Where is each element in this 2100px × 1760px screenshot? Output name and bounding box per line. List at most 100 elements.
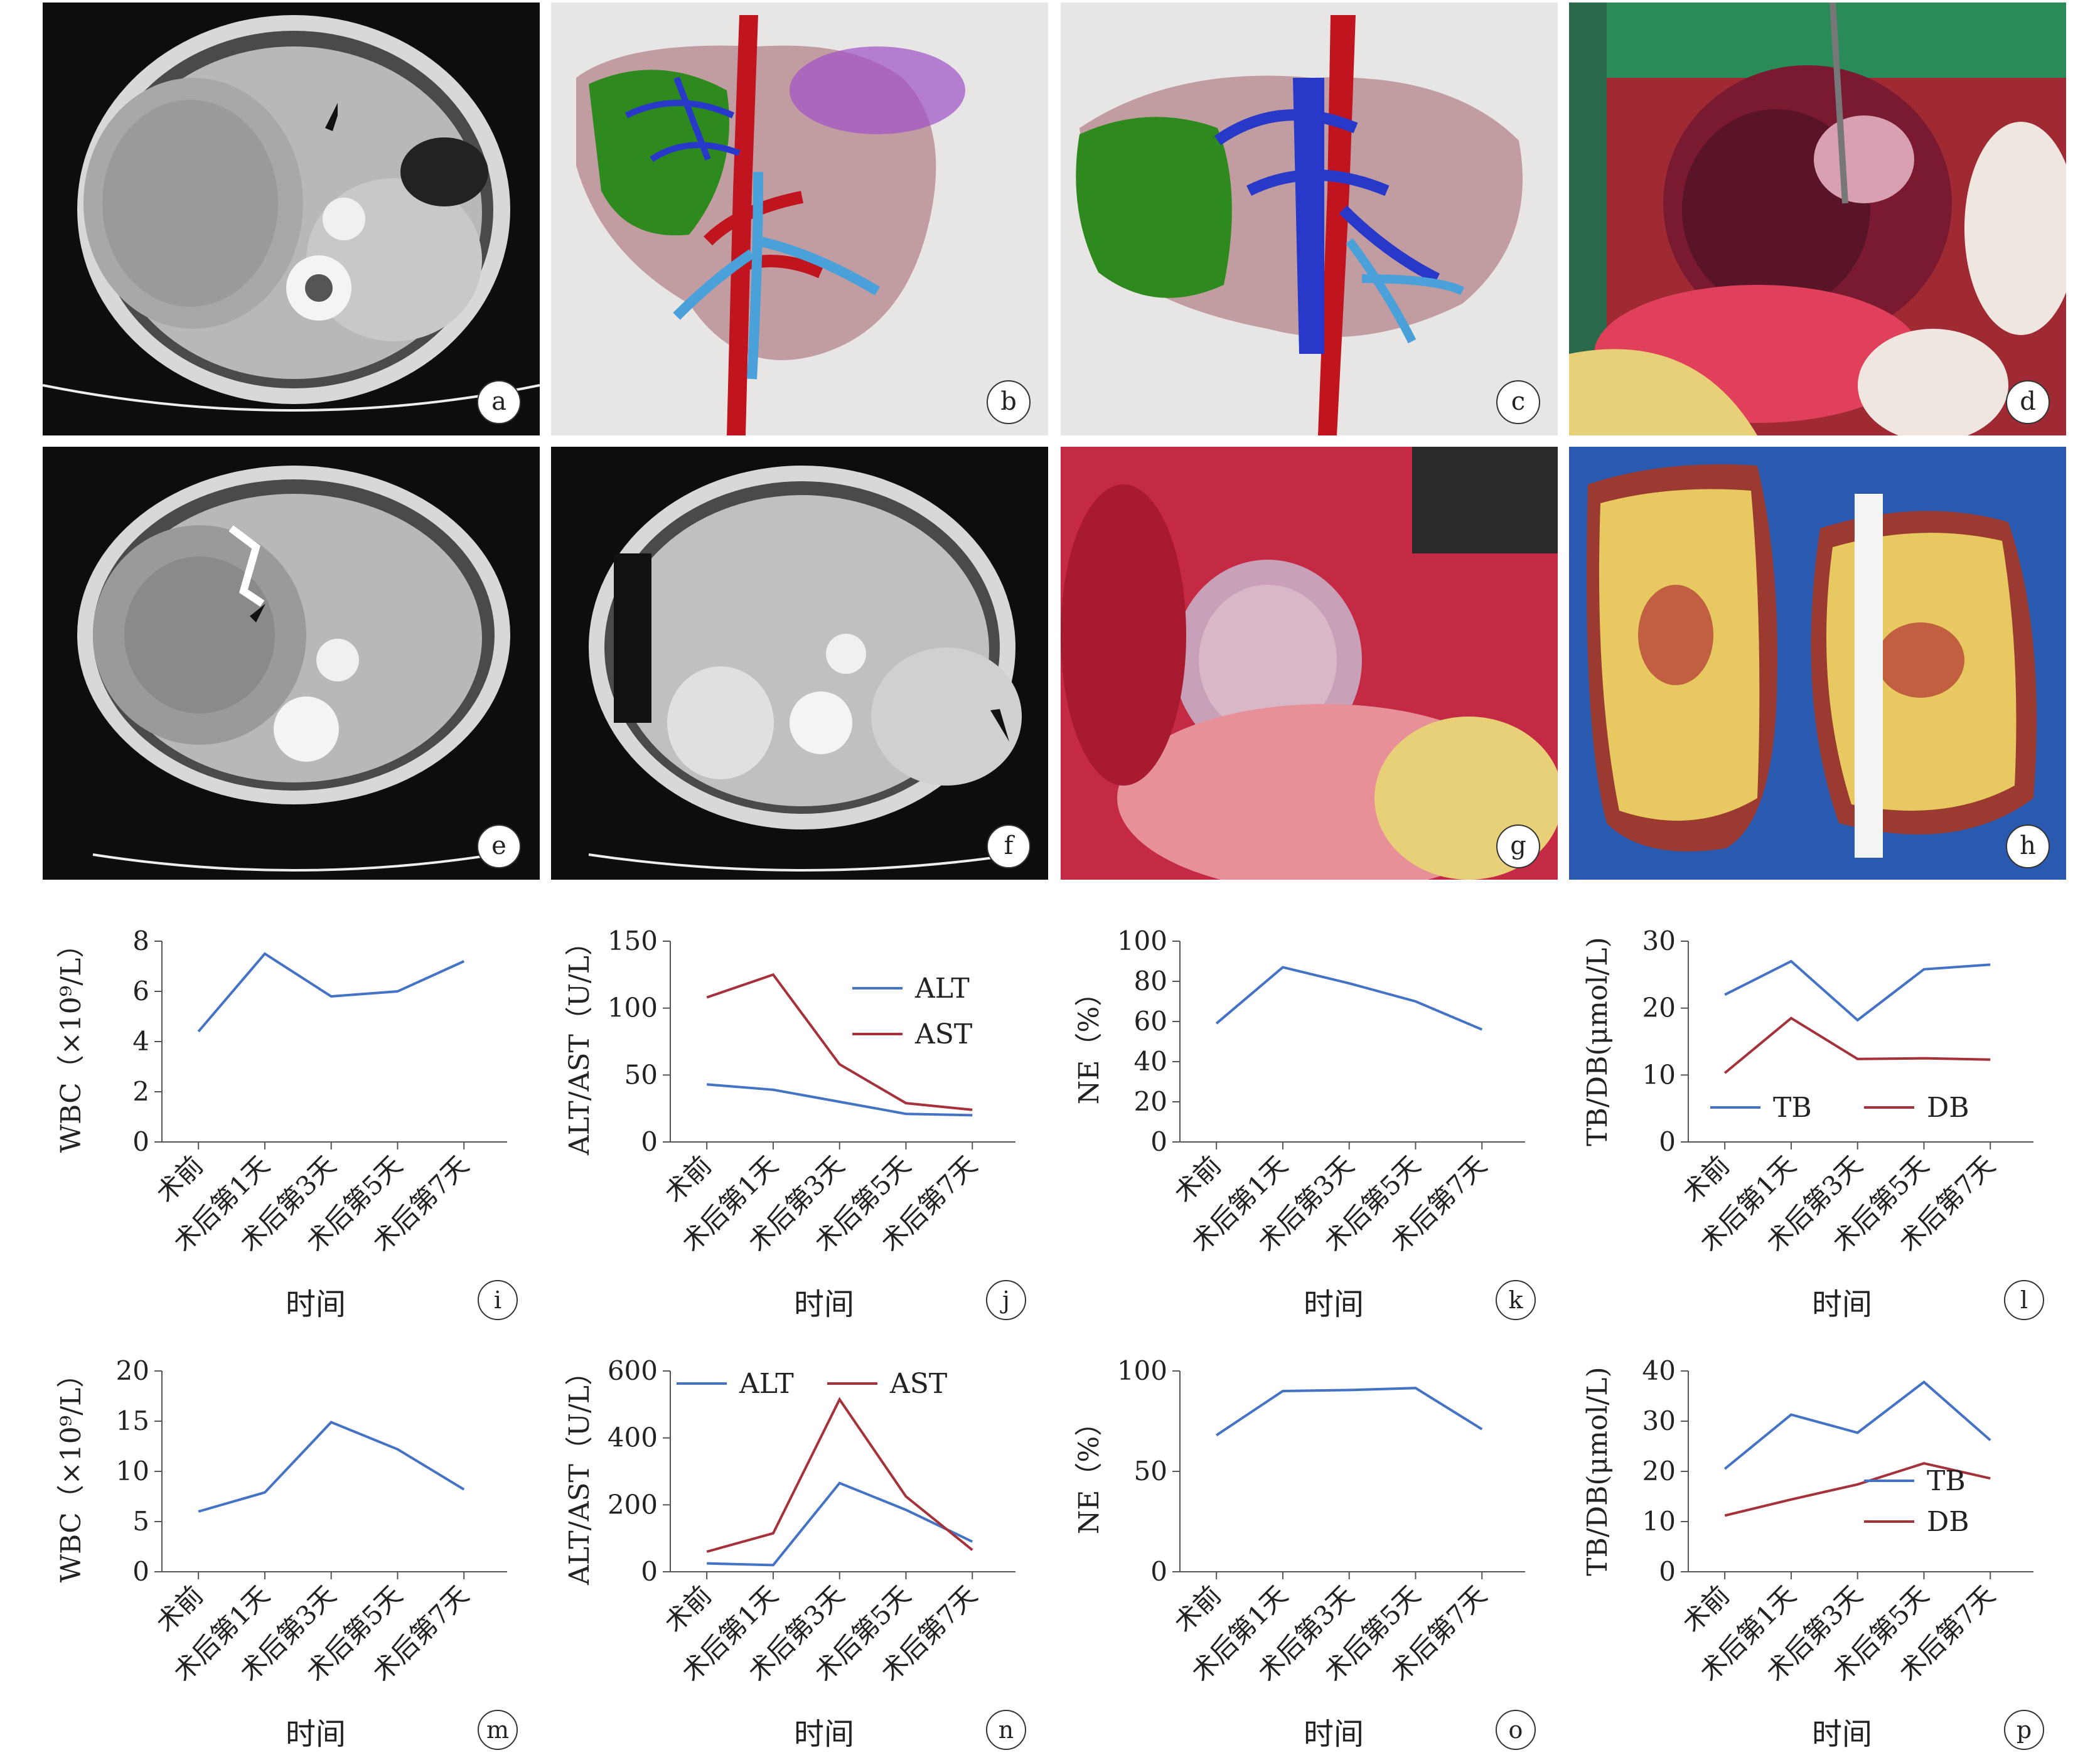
y-tick-label: 100 bbox=[1117, 1355, 1167, 1386]
y-tick-label: 600 bbox=[608, 1355, 658, 1386]
series-line-db bbox=[1723, 1016, 1991, 1074]
x-tick-label: 术前 bbox=[1168, 1149, 1227, 1208]
chart-svg: 0102030术前术后第1天术后第3天术后第5天术后第7天TB/DB(μmol/… bbox=[1582, 925, 2044, 1322]
panel-label: o bbox=[1509, 1716, 1523, 1744]
series-line-1 bbox=[1216, 1387, 1483, 1437]
chart-svg: 02468术前术后第1天术后第3天术后第5天术后第7天WBC（×10⁹/L）时间… bbox=[55, 925, 518, 1322]
chart-n: 0 200 400 600 术前 术后第1天 术后第3天 术后第5天 术后第7天 ALT/AST（… bbox=[551, 1333, 1048, 1757]
series-line-tb bbox=[1723, 1380, 1991, 1470]
panel-label: p bbox=[2017, 1716, 2032, 1744]
panel-label-h: h bbox=[2006, 824, 2050, 868]
surgical-photo-g bbox=[1061, 447, 1558, 880]
y-tick-label: 40 bbox=[1134, 1046, 1167, 1077]
y-tick-label: 200 bbox=[608, 1489, 658, 1520]
x-axis-label: 时间 bbox=[1304, 1287, 1364, 1322]
legend-label: ALT bbox=[914, 973, 970, 1005]
y-tick-label: 0 bbox=[1659, 1556, 1676, 1587]
y-tick-label: 0 bbox=[1150, 1126, 1167, 1157]
y-tick-label: 4 bbox=[132, 1026, 149, 1057]
panel-label: n bbox=[999, 1716, 1014, 1744]
panel-label-circle bbox=[986, 1280, 1026, 1320]
panel-label-g: g bbox=[1496, 824, 1540, 868]
chart-svg: 05101520术前术后第1天术后第3天术后第5天术后第7天WBC（×10⁹/L… bbox=[55, 1355, 518, 1752]
panel-label-circle bbox=[478, 1280, 518, 1320]
panel-label-f: f bbox=[987, 824, 1031, 868]
specimen-photo-h bbox=[1569, 447, 2066, 880]
legend-label: ALT bbox=[739, 1368, 794, 1400]
y-tick-label: 20 bbox=[1642, 1456, 1676, 1486]
chart-i: 0 2 4 6 8 术前 术后第1天 术后第3天 术后第5天 术后第7天 WBC（×10⁹/L） 时间… bbox=[43, 904, 540, 1327]
y-tick-label: 5 bbox=[132, 1506, 149, 1537]
chart-svg: 020406080100术前术后第1天术后第3天术后第5天术后第7天NE（%）时… bbox=[1073, 925, 1536, 1322]
panel-label-circle bbox=[1496, 1710, 1536, 1750]
chart-p: 0 10 20 30 40 术前 术后第1天 术后第3天 术后第5天 术后第7天 TB/DB(μmo… bbox=[1569, 1333, 2066, 1757]
series-line-1 bbox=[198, 1421, 465, 1513]
y-tick-label: 20 bbox=[1642, 993, 1676, 1023]
x-axis-label: 时间 bbox=[1812, 1717, 1872, 1752]
chart-svg: 0200400600术前术后第1天术后第3天术后第5天术后第7天ALT/AST（… bbox=[564, 1355, 1026, 1752]
y-tick-label: 0 bbox=[641, 1556, 658, 1587]
series-line-tb bbox=[1724, 959, 1991, 1022]
3d-reconstruction-b bbox=[551, 3, 1048, 435]
y-axis-label: ALT/AST（U/L） bbox=[564, 1358, 596, 1586]
panel-label-circle bbox=[1496, 1280, 1536, 1320]
y-tick-label: 40 bbox=[1642, 1355, 1676, 1386]
surgical-photo-d bbox=[1569, 3, 2066, 435]
chart-l: 0 10 20 30 术前 术后第1天 术后第3天 术后第5天 术后第7天 TB/DB(μmol/… bbox=[1569, 904, 2066, 1327]
series-line-ast bbox=[706, 1397, 973, 1553]
y-tick-label: 30 bbox=[1642, 1405, 1676, 1436]
legend-label: AST bbox=[914, 1018, 972, 1050]
y-axis-label: TB/DB(μmol/L) bbox=[1582, 1367, 1614, 1576]
panel-label-e: e bbox=[477, 824, 521, 868]
series-line-1 bbox=[1215, 966, 1483, 1031]
y-axis-label: ALT/AST（U/L） bbox=[564, 928, 596, 1156]
chart-svg: 010203040术前术后第1天术后第3天术后第5天术后第7天TB/DB(μmo… bbox=[1582, 1355, 2044, 1752]
3d-reconstruction-c bbox=[1061, 3, 1558, 435]
ct-image-e bbox=[43, 447, 540, 880]
series-line-alt bbox=[707, 1083, 973, 1117]
panel-label: j bbox=[1000, 1286, 1010, 1314]
panel-label-circle bbox=[986, 1710, 1026, 1750]
x-tick-label: 术前 bbox=[1676, 1579, 1735, 1638]
panel-label-c: c bbox=[1496, 380, 1540, 424]
x-tick-label: 术前 bbox=[658, 1579, 717, 1638]
y-tick-label: 10 bbox=[1642, 1506, 1676, 1537]
panel-label: k bbox=[1508, 1286, 1523, 1314]
y-axis-label: NE（%） bbox=[1073, 979, 1105, 1104]
y-tick-label: 15 bbox=[116, 1405, 149, 1436]
panel-label-circle bbox=[2004, 1280, 2044, 1320]
legend-label: TB bbox=[1927, 1465, 1966, 1497]
x-axis-label: 时间 bbox=[794, 1717, 854, 1752]
legend-label: AST bbox=[889, 1368, 947, 1400]
x-axis-label: 时间 bbox=[286, 1287, 346, 1322]
chart-j: 0 50 100 150 术前 术后第1天 术后第3天 术后第5天 术后第7天 ALT/AST（U… bbox=[551, 904, 1048, 1327]
x-tick-label: 术前 bbox=[1676, 1149, 1735, 1208]
ct-image-a bbox=[43, 3, 540, 435]
series-line-alt bbox=[707, 1481, 973, 1567]
panel-label-circle bbox=[2004, 1710, 2044, 1750]
y-tick-label: 20 bbox=[1134, 1086, 1167, 1117]
ct-image-f bbox=[551, 447, 1048, 880]
legend-label: DB bbox=[1927, 1506, 1969, 1538]
y-tick-label: 8 bbox=[132, 925, 149, 956]
x-axis-label: 时间 bbox=[1812, 1287, 1872, 1322]
y-tick-label: 60 bbox=[1134, 1006, 1167, 1037]
chart-svg: 050100150术前术后第1天术后第3天术后第5天术后第7天ALT/AST（U… bbox=[564, 925, 1026, 1322]
y-axis-label: TB/DB(μmol/L) bbox=[1582, 937, 1614, 1146]
y-tick-label: 6 bbox=[132, 976, 149, 1006]
y-tick-label: 0 bbox=[132, 1556, 149, 1587]
y-tick-label: 0 bbox=[132, 1126, 149, 1157]
panel-label-b: b bbox=[987, 380, 1031, 424]
chart-k: 0 20 40 60 80 100 术前 术后第1天 术后第3天 术后第5天 术后第7天 NE（%）时… bbox=[1061, 904, 1558, 1327]
series-line-1 bbox=[197, 952, 465, 1033]
x-tick-label: 术前 bbox=[1168, 1579, 1227, 1638]
panel-label: l bbox=[2020, 1286, 2028, 1314]
x-axis-label: 时间 bbox=[1304, 1717, 1364, 1752]
panel-label-a: a bbox=[477, 380, 521, 424]
y-tick-label: 0 bbox=[1150, 1556, 1167, 1587]
y-tick-label: 20 bbox=[116, 1355, 149, 1386]
y-tick-label: 30 bbox=[1642, 925, 1676, 956]
y-tick-label: 100 bbox=[1117, 925, 1167, 956]
panel-label-d: d bbox=[2006, 380, 2050, 424]
